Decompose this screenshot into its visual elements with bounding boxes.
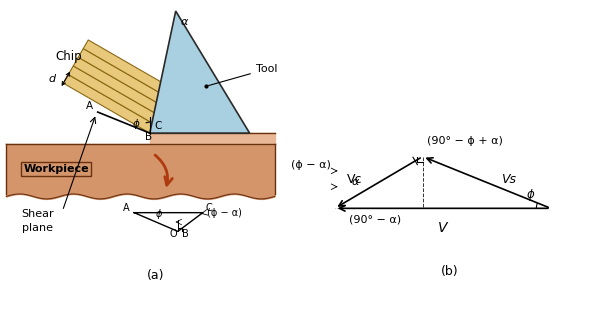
Polygon shape	[63, 74, 155, 133]
Text: A: A	[123, 203, 130, 213]
Text: d: d	[49, 74, 56, 84]
Text: ϕ: ϕ	[527, 188, 535, 201]
Text: Vs: Vs	[501, 173, 516, 186]
Text: (ϕ − α): (ϕ − α)	[208, 208, 242, 218]
Text: B: B	[145, 132, 152, 142]
Text: Shear: Shear	[21, 209, 54, 219]
Text: O: O	[169, 229, 177, 239]
Text: ϕ: ϕ	[156, 209, 163, 219]
Text: C: C	[206, 203, 212, 213]
Text: plane: plane	[22, 223, 53, 233]
Text: (ϕ − α): (ϕ − α)	[290, 160, 331, 170]
Text: (90° − α): (90° − α)	[349, 214, 401, 224]
Polygon shape	[78, 49, 170, 107]
Polygon shape	[150, 11, 250, 133]
Polygon shape	[73, 57, 165, 116]
Text: Vᴄ: Vᴄ	[347, 173, 363, 186]
Text: V: V	[438, 221, 448, 235]
Text: α: α	[181, 17, 188, 27]
Text: (90° − ϕ + α): (90° − ϕ + α)	[427, 136, 503, 146]
Text: (b): (b)	[441, 265, 459, 278]
Text: ϕ: ϕ	[133, 119, 140, 129]
Text: Chip: Chip	[55, 50, 82, 63]
Polygon shape	[68, 66, 160, 125]
FancyArrowPatch shape	[155, 155, 172, 185]
FancyArrowPatch shape	[62, 73, 70, 85]
Text: (a): (a)	[147, 269, 165, 282]
Text: A: A	[86, 101, 93, 111]
Polygon shape	[83, 40, 175, 99]
Text: Tool: Tool	[209, 64, 277, 85]
Text: Workpiece: Workpiece	[23, 164, 89, 174]
Text: C: C	[154, 121, 162, 131]
Text: α: α	[352, 177, 359, 187]
Text: B: B	[182, 229, 188, 239]
